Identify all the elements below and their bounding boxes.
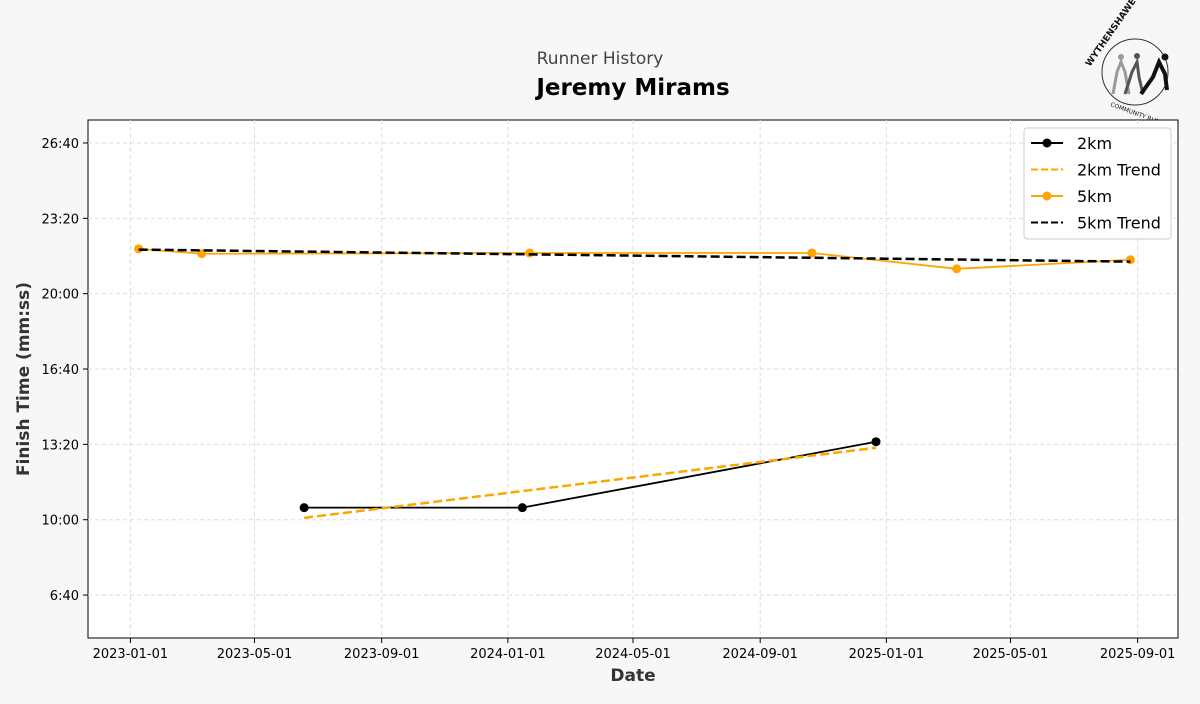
x-tick-label: 2025-09-01 xyxy=(1100,647,1176,662)
data-point-2km xyxy=(299,503,309,513)
y-tick-label: 10:00 xyxy=(42,514,79,529)
y-axis-label: Finish Time (mm:ss) xyxy=(14,282,34,476)
x-tick-label: 2023-05-01 xyxy=(217,647,293,662)
series-line-5km-trend xyxy=(138,248,1131,263)
x-tick-label: 2024-05-01 xyxy=(595,647,671,662)
svg-text:WYTHENSHAWE: WYTHENSHAWE xyxy=(1084,0,1138,69)
legend: 2km 2km Trend 5km 5km Trend xyxy=(1023,127,1172,240)
legend-label: 5km Trend xyxy=(1077,214,1161,233)
legend-marker xyxy=(1042,138,1052,148)
x-tick-label: 2023-01-01 xyxy=(93,647,169,662)
chart-title: Jeremy Mirams xyxy=(534,75,729,101)
legend-marker xyxy=(1042,191,1052,201)
x-tick-label: 2025-01-01 xyxy=(849,647,925,662)
y-tick-label: 13:20 xyxy=(42,438,79,453)
y-tick-label: 23:20 xyxy=(42,212,79,227)
data-point-2km xyxy=(517,503,527,513)
series-line-2km-trend xyxy=(303,446,877,520)
x-tick-label: 2023-09-01 xyxy=(344,647,420,662)
data-point-2km xyxy=(871,437,881,447)
legend-label: 2km Trend xyxy=(1077,161,1161,180)
y-tick-label: 26:40 xyxy=(42,137,79,152)
legend-label: 2km xyxy=(1077,134,1112,153)
chart-subtitle: Runner History xyxy=(537,49,664,69)
x-tick-label: 2024-01-01 xyxy=(470,647,546,662)
y-tick-label: 6:40 xyxy=(50,589,79,604)
x-axis-label: Date xyxy=(610,666,655,686)
legend-label: 5km xyxy=(1077,187,1112,206)
y-tick-label: 20:00 xyxy=(42,288,79,303)
y-tick-label: 16:40 xyxy=(42,363,79,378)
series-line-5km xyxy=(138,247,1131,270)
data-point-5km xyxy=(1125,255,1135,265)
data-point-5km xyxy=(134,244,144,254)
logo: WYTHENSHAWE COMMUNITY RUN xyxy=(1084,0,1169,126)
x-tick-label: 2024-09-01 xyxy=(722,647,798,662)
x-tick-label: 2025-05-01 xyxy=(973,647,1049,662)
data-point-5km xyxy=(525,248,535,258)
data-point-5km xyxy=(807,248,817,258)
data-point-5km xyxy=(952,264,962,274)
